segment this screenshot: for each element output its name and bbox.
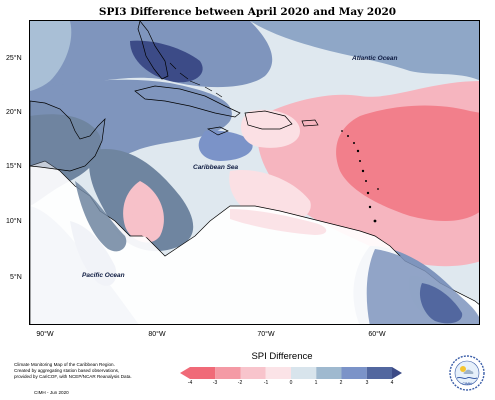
lat-label-10n: 10°N [6, 218, 22, 225]
land-cuba [134, 85, 241, 118]
legend-tick: 0 [289, 380, 293, 386]
legend-bin [240, 367, 266, 379]
credit-line: Created by aggregating station based obs… [14, 368, 120, 374]
legend-tick: 1 [314, 380, 318, 386]
logo-text: CIMH [462, 382, 472, 386]
legend-colorbar [180, 367, 402, 379]
lon-label-60w: 60°W [368, 331, 386, 338]
lon-label-90w: 90°W [36, 331, 54, 338]
land-puerto-rico [301, 119, 319, 127]
legend-tick: 2 [339, 380, 343, 386]
legend-bin [366, 367, 392, 379]
wet-region-atlantic-north [250, 21, 479, 81]
label-caribbean-sea: Caribbean Sea [193, 164, 239, 171]
wet-region-jamaica [198, 130, 253, 161]
label-pacific-ocean: Pacific Ocean [82, 272, 125, 279]
land-hispaniola [244, 110, 293, 130]
wet-land-guyana-core [419, 283, 463, 324]
land-jamaica [207, 126, 229, 136]
lon-label-80w: 80°W [148, 331, 166, 338]
legend-tick: -3 [212, 380, 218, 386]
credit-line: provided by CariCOF, with NCEP/NCAR Rean… [14, 374, 132, 380]
wet-land-central-america [75, 181, 127, 252]
legend-bin [341, 367, 367, 379]
wet-core-bahamas [130, 40, 203, 83]
legend-tick: 3 [365, 380, 369, 386]
legend-title: SPI Difference [251, 351, 313, 362]
credit-line: Climate Monitoring Map of the Caribbean … [14, 362, 115, 367]
lat-label-20n: 20°N [6, 109, 22, 116]
dry-core-eastern-caribbean [336, 105, 479, 221]
land-yucatan [30, 100, 106, 172]
dry-land-nicaragua [132, 201, 158, 238]
legend-bin [316, 367, 342, 379]
spi-map [29, 20, 480, 325]
lon-label-70w: 70°W [257, 331, 275, 338]
legend-tick: -4 [187, 380, 193, 386]
legend-arrow-high [392, 367, 402, 379]
lat-label-5n: 5°N [10, 274, 22, 281]
land-bahamas [169, 62, 223, 98]
mild-wet-mexico-coast [30, 21, 72, 91]
land-florida [137, 21, 169, 80]
copyright: CIMH - Jun 2020 [34, 390, 69, 395]
legend-bin [291, 367, 317, 379]
mild-dry-land-venezuela-coast [230, 209, 327, 235]
legend-tick: -1 [263, 380, 269, 386]
legend-tick: -2 [237, 380, 243, 386]
legend-arrow-low [180, 367, 190, 379]
credit-text: Climate Monitoring Map of the Caribbean … [14, 362, 132, 381]
legend-bin [265, 367, 291, 379]
legend-bin [190, 367, 216, 379]
lat-label-15n: 15°N [6, 163, 22, 170]
spi-map-canvas [30, 21, 479, 324]
map-title: SPI3 Difference between April 2020 and M… [98, 6, 397, 18]
legend-tick: 4 [390, 380, 394, 386]
lat-label-25n: 25°N [6, 55, 22, 62]
legend-bin [215, 367, 241, 379]
cimh-logo: CIMH [449, 355, 485, 391]
land-lesser-antilles [341, 130, 379, 223]
label-atlantic-ocean: Atlantic Ocean [352, 55, 398, 62]
